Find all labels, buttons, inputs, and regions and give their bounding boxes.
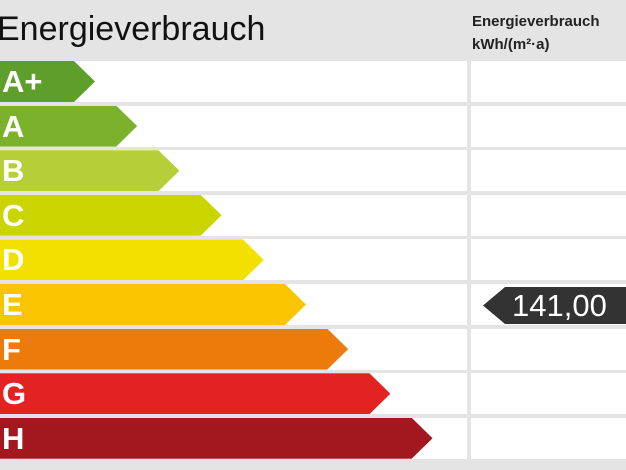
class-bar-C: C [0, 194, 222, 236]
column-unit: kWh/(m²·a) [472, 36, 550, 53]
class-label: B [2, 153, 25, 189]
value-label: 141,00 [512, 288, 607, 323]
class-label: G [2, 376, 27, 412]
class-label: D [2, 242, 25, 278]
column-header: Energieverbrauch kWh/(m²·a) [472, 10, 600, 56]
value-cell [471, 150, 626, 192]
class-bar-F: F [0, 328, 349, 370]
class-label: E [2, 287, 23, 322]
class-bar-A+: A+ [0, 61, 95, 102]
value-marker: 141,00 [483, 287, 626, 324]
chart-title: Energieverbrauch [0, 10, 266, 48]
class-label: C [2, 197, 25, 233]
value-cell [471, 194, 626, 236]
class-label: H [2, 420, 25, 456]
class-label: A+ [2, 64, 43, 99]
column-title: Energieverbrauch [472, 13, 600, 30]
class-bar-A: A [0, 105, 138, 147]
class-bar-H: H [0, 417, 433, 459]
value-cell [471, 328, 626, 370]
class-label: F [2, 331, 21, 367]
value-cell [471, 373, 626, 415]
class-bar-B: B [0, 150, 180, 192]
class-label: A [2, 108, 25, 144]
value-cell [471, 61, 626, 102]
class-bar-E: E [0, 284, 306, 325]
class-bar-D: D [0, 239, 264, 281]
value-cell [471, 105, 626, 147]
value-cell [471, 239, 626, 281]
value-cell [471, 417, 626, 459]
class-bar-G: G [0, 373, 391, 415]
